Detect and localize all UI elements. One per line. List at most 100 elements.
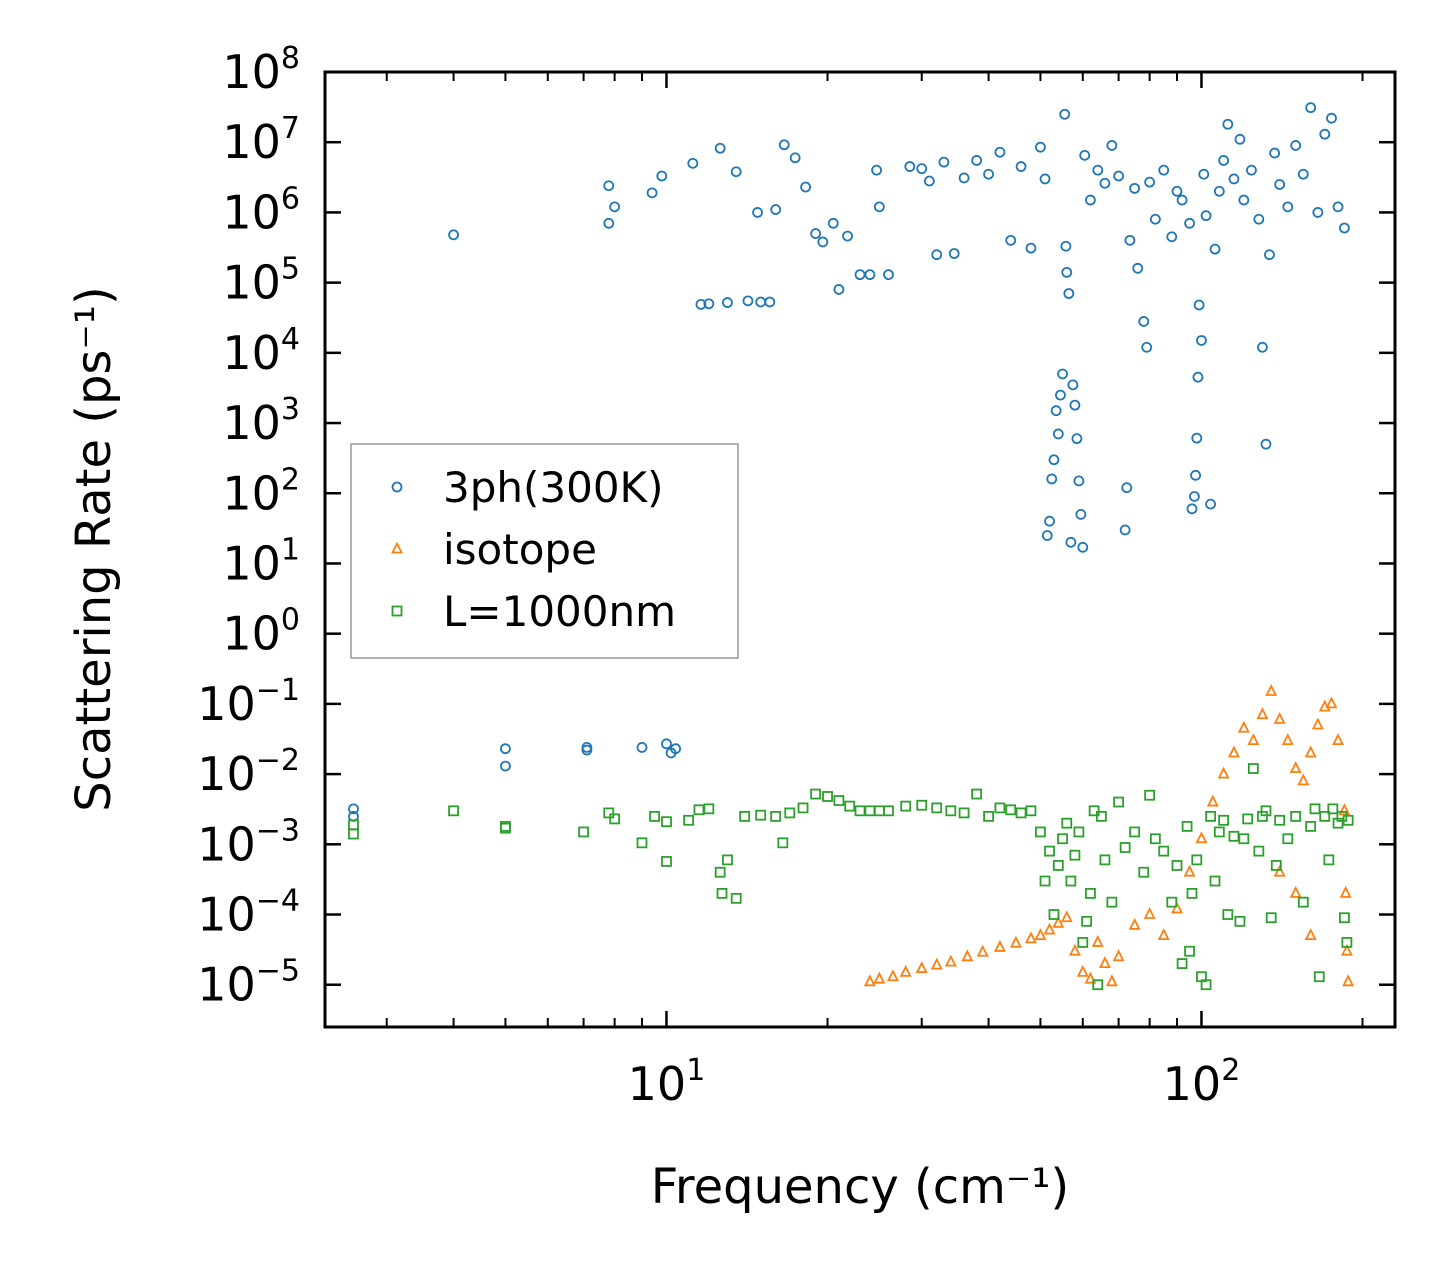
legend: 3ph(300K) isotope L=1000nm [350, 443, 739, 659]
data-point-3ph-300k- [1059, 108, 1071, 120]
data-point-3ph-300k- [971, 155, 983, 166]
data-point-3ph-300k- [581, 744, 593, 756]
data-point-isotope [1143, 907, 1156, 919]
data-point-3ph-300k- [1234, 133, 1246, 145]
x-tick-base: 10 [628, 1057, 687, 1111]
data-point-3ph-300k- [1257, 341, 1268, 353]
y-tick-exp: 1 [281, 532, 300, 567]
data-point-l-1000nm [1222, 909, 1234, 920]
data-point-isotope [1273, 711, 1286, 724]
y-tick-base: 10 [222, 536, 281, 590]
series-l-1000nm [348, 763, 1354, 991]
data-point-l-1000nm [1309, 803, 1321, 815]
data-point-l-1000nm [1313, 971, 1325, 983]
data-point-l-1000nm [1234, 915, 1246, 927]
data-point-isotope [993, 939, 1006, 952]
data-point-l-1000nm [883, 805, 894, 817]
data-point-3ph-300k- [1149, 213, 1161, 225]
data-point-3ph-300k- [1290, 140, 1302, 151]
data-point-3ph-300k- [1326, 112, 1337, 124]
data-point-isotope [1332, 733, 1345, 746]
data-point-isotope [886, 969, 899, 982]
y-tick-labels: 10−510−410−310−210−110010110210310410510… [197, 41, 300, 1012]
data-point-isotope [899, 964, 912, 977]
data-point-l-1000nm [1166, 896, 1178, 908]
data-point-3ph-300k- [1222, 118, 1234, 130]
data-point-3ph-300k- [1176, 194, 1188, 206]
data-point-l-1000nm [1242, 813, 1254, 825]
data-point-3ph-300k- [1213, 185, 1225, 197]
data-point-3ph-300k- [1060, 240, 1072, 252]
legend-entries: 3ph(300K) isotope L=1000nm [391, 463, 676, 636]
data-point-l-1000nm [722, 854, 733, 866]
data-point-l-1000nm [661, 816, 672, 828]
data-point-isotope [1043, 922, 1056, 935]
data-point-isotope [1297, 773, 1310, 786]
data-point-isotope [1171, 901, 1183, 914]
data-point-3ph-300k- [923, 175, 935, 187]
data-point-3ph-300k- [636, 742, 648, 753]
data-point-isotope [1076, 964, 1089, 977]
legend-label: isotope [443, 525, 597, 574]
data-point-3ph-300k- [764, 296, 776, 308]
data-point-isotope [1265, 684, 1278, 696]
data-point-3ph-300k- [1124, 234, 1136, 246]
y-tick-base: 10 [222, 466, 281, 520]
data-point-l-1000nm [1048, 909, 1060, 920]
data-point-3ph-300k- [842, 230, 853, 242]
data-point-isotope [1128, 917, 1141, 930]
data-point-isotope [1339, 885, 1352, 898]
data-point-isotope [1342, 974, 1355, 987]
legend-marker-circle [391, 481, 403, 493]
data-point-l-1000nm [1342, 814, 1354, 826]
data-point-3ph-300k- [1052, 428, 1064, 440]
data-point-3ph-300k- [714, 142, 726, 154]
y-tick-exp: −4 [256, 884, 300, 919]
data-point-l-1000nm [578, 826, 590, 838]
data-point-l-1000nm [844, 800, 856, 812]
data-point-3ph-300k- [1138, 316, 1150, 327]
data-point-l-1000nm [1200, 979, 1212, 991]
data-point-isotope [1311, 717, 1324, 730]
data-point-l-1000nm [1088, 805, 1100, 817]
data-point-3ph-300k- [695, 298, 707, 310]
x-axis-label: Frequency (cm⁻¹) [651, 1159, 1069, 1215]
series-3ph-300k- [348, 102, 1350, 822]
data-point-isotope [1256, 707, 1269, 720]
data-point-3ph-300k- [1339, 222, 1350, 234]
data-point-3ph-300k- [789, 152, 801, 164]
data-point-l-1000nm [1149, 833, 1161, 845]
data-point-isotope [1281, 733, 1294, 746]
data-point-isotope [1084, 971, 1097, 984]
data-point-isotope [1068, 943, 1081, 956]
plot-area-frame [323, 70, 1397, 1029]
y-tick-exp: 5 [281, 252, 300, 287]
data-point-3ph-300k- [1171, 185, 1183, 197]
data-point-3ph-300k- [348, 803, 359, 815]
data-point-3ph-300k- [1050, 405, 1062, 417]
data-point-l-1000nm [797, 802, 809, 814]
data-point-l-1000nm [1044, 845, 1055, 857]
data-point-3ph-300k- [703, 298, 715, 310]
data-point-isotope [1289, 761, 1302, 773]
data-point-3ph-300k- [752, 207, 763, 218]
data-point-3ph-300k- [609, 201, 621, 213]
data-point-isotope [1247, 733, 1260, 746]
data-point-l-1000nm [1323, 854, 1335, 866]
data-point-3ph-300k- [1041, 530, 1053, 541]
data-point-l-1000nm [1171, 860, 1183, 871]
data-point-3ph-300k- [1046, 473, 1058, 485]
data-point-3ph-300k- [1186, 503, 1198, 515]
y-tick-label: 101 [222, 532, 300, 590]
data-point-3ph-300k- [1113, 170, 1125, 182]
x-tick-label: 101 [628, 1053, 706, 1111]
data-point-l-1000nm [1144, 789, 1156, 801]
y-tick-base: 10 [197, 677, 256, 731]
data-point-3ph-300k- [871, 164, 882, 176]
data-point-3ph-300k- [1121, 482, 1133, 494]
y-tick-base: 10 [222, 45, 281, 99]
y-tick-label: 10−3 [197, 813, 300, 871]
data-point-3ph-300k- [1063, 288, 1075, 299]
data-point-3ph-300k- [687, 157, 699, 169]
data-point-3ph-300k- [1246, 164, 1257, 176]
